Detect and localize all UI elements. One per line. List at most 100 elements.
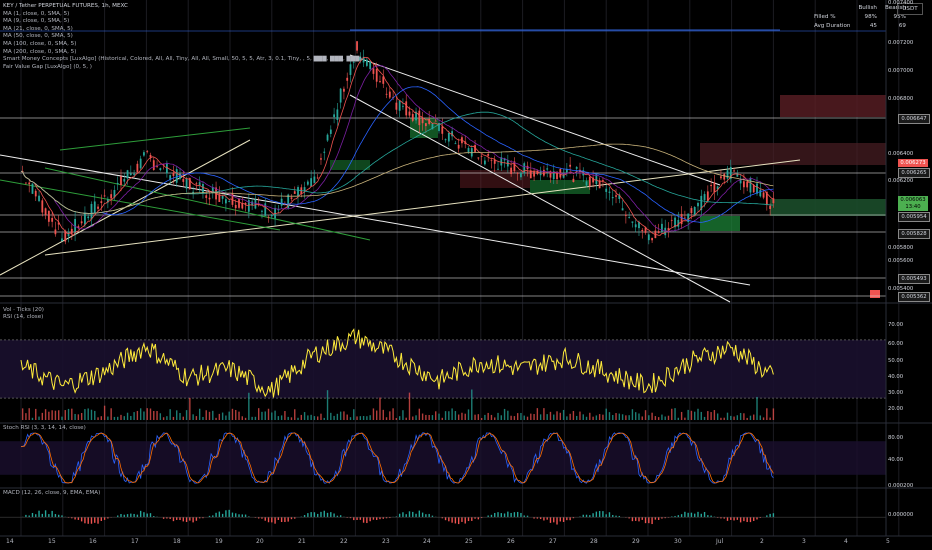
rsi-line xyxy=(20,328,774,398)
macd-bar xyxy=(117,515,119,518)
candle-body xyxy=(549,171,552,178)
currency-selector[interactable]: USDT xyxy=(897,3,923,15)
macd-bar xyxy=(549,517,552,523)
volume-bar xyxy=(674,408,676,420)
time-tick: Jul xyxy=(716,538,724,545)
volume-bar xyxy=(448,411,450,420)
trend-line xyxy=(349,54,721,186)
candle-body xyxy=(677,219,680,227)
macd-bar xyxy=(333,513,335,518)
volume-bar xyxy=(153,410,155,420)
stoch-rsi-legend[interactable]: Stoch RSI (3, 3, 14, 14, close) xyxy=(3,425,86,431)
volume-bar xyxy=(516,413,519,420)
volume-bar xyxy=(736,415,739,420)
macd-bar xyxy=(457,517,460,525)
candle-body xyxy=(670,219,673,221)
macd-legend[interactable]: MACD (12, 26, close, 9, EMA, EMA) xyxy=(3,490,101,496)
macd-bar xyxy=(395,516,398,518)
candle-body xyxy=(100,201,103,203)
volume-bar xyxy=(156,411,158,420)
macd-bar xyxy=(264,517,266,521)
candle-body xyxy=(536,171,539,175)
macd-bar xyxy=(61,515,63,518)
volume-bar xyxy=(595,415,598,420)
volume-bar xyxy=(759,415,761,420)
candle-body xyxy=(493,159,496,164)
macd-bar xyxy=(235,513,237,518)
macd-bar xyxy=(648,517,650,524)
candle-body xyxy=(179,173,181,179)
macd-bar xyxy=(553,517,555,523)
macd-bar xyxy=(431,515,434,518)
volume-bar xyxy=(664,416,666,420)
symbol-title[interactable]: KEY / Tether PERPETUAL FUTURES, 1h, MEXC xyxy=(3,3,128,9)
volume-bar xyxy=(694,411,696,420)
candle-body xyxy=(687,213,690,222)
indicator-ma50[interactable]: MA (50, close, 0, SMA, 5) xyxy=(3,33,73,40)
fvg-stats-table: Bullish Bearish Filled % 98% 95% Avg Dur… xyxy=(810,4,910,31)
candle-body xyxy=(480,155,483,157)
macd-bar xyxy=(448,517,450,522)
volume-bar xyxy=(238,411,240,420)
volume-bar xyxy=(228,411,230,420)
candle-body xyxy=(165,163,168,174)
time-tick: 23 xyxy=(382,538,390,545)
volume-bar xyxy=(346,414,348,420)
volume-bar xyxy=(543,408,545,420)
volume-bar xyxy=(366,416,368,420)
macd-bar xyxy=(241,514,243,518)
macd-bar xyxy=(218,511,221,518)
volume-bar xyxy=(251,416,253,420)
volume-bar xyxy=(218,413,221,420)
volume-bar xyxy=(530,413,532,420)
volume-bar xyxy=(520,412,522,420)
volume-bar xyxy=(425,414,427,420)
indicator-smc[interactable]: Smart Money Concepts [LuxAlgo] (Historic… xyxy=(3,56,362,63)
stats-header-bearish: Bearish xyxy=(884,5,906,11)
indicator-fvg[interactable]: Fair Value Gap [LuxAlgo] (0, 5, ) xyxy=(3,63,92,70)
candle-body xyxy=(261,210,263,212)
macd-bar xyxy=(87,517,89,524)
volume-bar xyxy=(136,410,139,420)
macd-bar xyxy=(428,513,430,518)
candle-body xyxy=(474,145,476,152)
candle-body xyxy=(592,177,594,183)
moving-average-line xyxy=(20,56,774,236)
volume-bar xyxy=(28,408,30,420)
volume-bar xyxy=(746,417,748,420)
stats-label-duration: Avg Duration xyxy=(814,23,851,29)
candle-body xyxy=(690,208,693,214)
candle-body xyxy=(756,183,758,194)
indicator-ma1[interactable]: MA (1, close, 0, SMA, 5) xyxy=(3,10,70,17)
volume-bar xyxy=(477,414,480,420)
candle-body xyxy=(546,168,549,170)
macd-bar xyxy=(48,514,50,518)
time-tick: 20 xyxy=(256,538,264,545)
trend-line xyxy=(0,154,751,286)
indicator-ma200[interactable]: MA (200, close, 0, SMA, 5) xyxy=(3,48,77,55)
candle-body xyxy=(483,160,486,165)
candle-body xyxy=(661,223,663,232)
candle-body xyxy=(411,113,414,121)
macd-bar xyxy=(710,515,712,518)
indicator-ma100[interactable]: MA (100, close, 0, SMA, 5) xyxy=(3,40,77,47)
candle-body xyxy=(365,59,368,66)
macd-bar xyxy=(756,517,758,520)
candle-body xyxy=(647,234,650,241)
candle-body xyxy=(562,174,565,178)
candle-body xyxy=(251,201,254,206)
time-tick: 28 xyxy=(590,538,598,545)
rsi-legend[interactable]: RSI (14, close) xyxy=(3,314,44,320)
candle-body xyxy=(221,195,224,199)
indicator-ma9[interactable]: MA (9, close, 0, SMA, 5) xyxy=(3,18,70,25)
volume-bar xyxy=(294,409,296,420)
macd-bar xyxy=(385,517,388,519)
volume-legend[interactable]: Vol · Ticks (20) xyxy=(3,307,44,313)
macd-bar xyxy=(136,514,139,518)
volume-bar xyxy=(467,409,470,420)
volume-bar xyxy=(120,414,122,420)
candle-body xyxy=(749,177,752,193)
indicator-ma21[interactable]: MA (21, close, 0, SMA, 5) xyxy=(3,25,73,32)
macd-bar xyxy=(471,517,473,521)
